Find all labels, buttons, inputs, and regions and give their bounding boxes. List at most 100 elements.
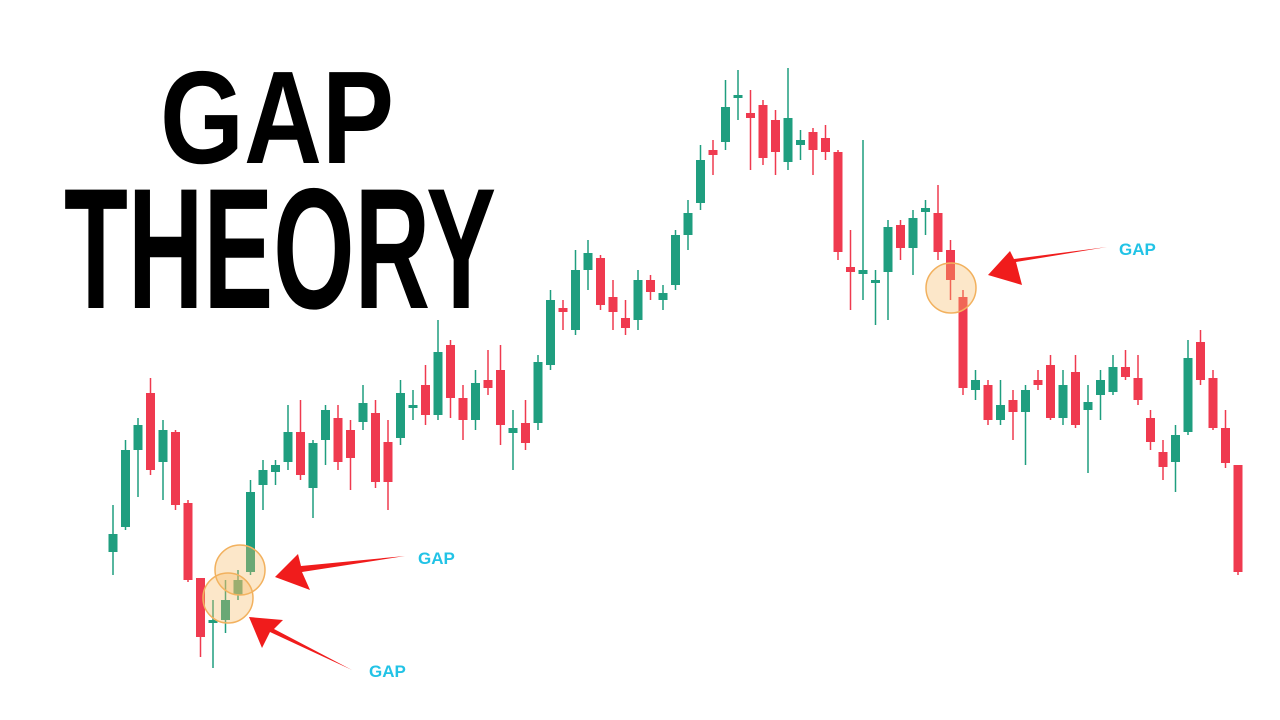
candle-body xyxy=(946,250,955,280)
gap-circle xyxy=(925,262,977,314)
candle-body xyxy=(108,534,118,552)
candle-body xyxy=(1146,418,1155,442)
candle-body xyxy=(421,385,430,415)
candle-body xyxy=(321,410,330,440)
candle-body xyxy=(521,423,530,443)
candle-body xyxy=(896,225,905,248)
candle-body xyxy=(271,465,280,472)
candle-body xyxy=(146,393,155,470)
candle-body xyxy=(471,383,480,420)
candle-body xyxy=(121,450,130,527)
candle-body xyxy=(696,160,705,203)
candle-body xyxy=(871,280,880,283)
candle-body xyxy=(983,385,993,420)
candle-body xyxy=(758,105,768,158)
candle-body xyxy=(1083,402,1093,410)
gap-label: GAP xyxy=(369,662,406,681)
arrow xyxy=(275,554,405,590)
candle-body xyxy=(408,405,418,408)
candle-body xyxy=(358,403,368,422)
candle-body xyxy=(1121,367,1130,377)
candle-body xyxy=(508,428,518,433)
candle-body xyxy=(433,352,443,415)
gap-circle xyxy=(202,572,254,624)
candle-body xyxy=(858,270,868,274)
candle-body xyxy=(921,208,930,212)
title-line: GAP xyxy=(160,44,394,191)
candle-body xyxy=(171,432,180,505)
candle-body xyxy=(683,213,693,235)
candle-body xyxy=(496,370,505,425)
candle-body xyxy=(1196,342,1205,380)
candle-body xyxy=(771,120,780,152)
candle-body xyxy=(1158,452,1168,467)
candle-body xyxy=(1021,390,1030,412)
candle-body xyxy=(596,258,605,305)
candle-body xyxy=(283,432,293,462)
candle-body xyxy=(733,95,743,98)
candle-body xyxy=(721,107,730,142)
candle-body xyxy=(633,280,643,320)
candle-body xyxy=(571,270,580,330)
candle-body xyxy=(1071,372,1080,425)
candle-body xyxy=(558,308,568,312)
candle-body xyxy=(608,297,618,312)
candle-body xyxy=(1096,380,1105,395)
candle-body xyxy=(346,430,355,458)
candle-body xyxy=(333,418,343,462)
candle-body xyxy=(196,578,205,637)
candle-body xyxy=(483,380,493,388)
candle-body xyxy=(796,140,805,145)
candle-body xyxy=(258,470,268,485)
candle-body xyxy=(1008,400,1018,412)
gap-label: GAP xyxy=(1119,240,1156,259)
gap-label: GAP xyxy=(418,549,455,568)
candle-body xyxy=(783,118,793,162)
title-line: THEORY xyxy=(64,153,496,345)
candle-body xyxy=(546,300,555,365)
candle-body xyxy=(1058,385,1068,418)
candle-body xyxy=(158,430,168,462)
candle-body xyxy=(208,620,218,623)
candles xyxy=(108,68,1243,668)
candle-body xyxy=(458,398,468,420)
candle-body xyxy=(371,413,380,482)
candle-body xyxy=(833,152,843,252)
candle-body xyxy=(1183,358,1193,432)
candle-body xyxy=(1108,367,1118,392)
candle-body xyxy=(808,132,818,150)
candle-body xyxy=(183,503,193,580)
candle-body xyxy=(583,253,593,270)
candle-body xyxy=(1208,378,1218,428)
candle-body xyxy=(446,345,455,398)
candle-body xyxy=(221,600,230,620)
candle-body xyxy=(1171,435,1180,462)
candle-body xyxy=(971,380,980,390)
candle-body xyxy=(396,393,405,438)
candle-body xyxy=(846,267,855,272)
candle-body xyxy=(821,138,830,152)
candle-body xyxy=(646,280,655,292)
candle-body xyxy=(1221,428,1230,463)
candle-body xyxy=(308,443,318,488)
candle-body xyxy=(746,113,755,118)
candle-body xyxy=(908,218,918,248)
candle-body xyxy=(1046,365,1055,418)
candle-body xyxy=(658,293,668,300)
candle-body xyxy=(133,425,143,450)
candle-body xyxy=(383,442,393,482)
candle-body xyxy=(533,362,543,423)
candle-body xyxy=(933,213,943,252)
arrow xyxy=(249,617,352,670)
candle-body xyxy=(708,150,718,155)
candle-body xyxy=(958,297,968,388)
candle-body xyxy=(1033,380,1043,385)
candle-body xyxy=(671,235,680,285)
candle-body xyxy=(296,432,305,475)
candle-body xyxy=(1133,378,1143,400)
candle-body xyxy=(621,318,630,328)
candle-body xyxy=(233,580,243,595)
candle-body xyxy=(883,227,893,272)
arrow xyxy=(988,247,1107,285)
